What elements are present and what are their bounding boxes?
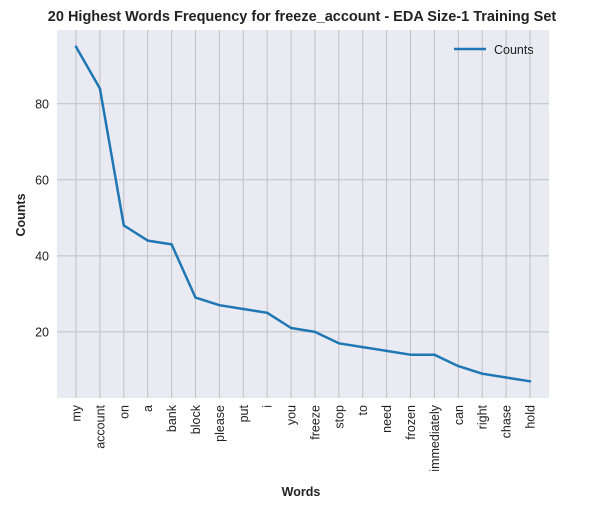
data-point bbox=[528, 380, 532, 383]
x-tick-label: chase bbox=[500, 405, 514, 438]
data-point bbox=[146, 239, 149, 242]
data-point bbox=[481, 372, 484, 375]
data-point bbox=[433, 353, 436, 356]
data-point bbox=[218, 304, 221, 307]
x-tick-label: you bbox=[285, 405, 299, 425]
data-point bbox=[313, 330, 317, 334]
data-point bbox=[122, 224, 125, 227]
x-axis-label: Words bbox=[282, 485, 321, 499]
y-gridlines bbox=[57, 103, 549, 333]
plot-background bbox=[57, 30, 549, 398]
data-point bbox=[504, 376, 508, 379]
x-tick-label: frozen bbox=[404, 405, 418, 440]
legend: Counts bbox=[454, 43, 534, 57]
y-tick-labels: 20 40 60 80 bbox=[35, 97, 49, 339]
x-tick-label: please bbox=[213, 405, 227, 442]
data-point bbox=[265, 311, 269, 315]
data-point bbox=[98, 87, 102, 90]
x-tick-label: my bbox=[70, 404, 84, 421]
x-tick-label: can bbox=[452, 405, 466, 425]
x-tick-label: freeze bbox=[308, 405, 322, 440]
x-tick-labels: my account on a bank block please put i you freeze… bbox=[70, 404, 538, 471]
x-tick-label: i bbox=[261, 405, 275, 408]
x-tick-label: account bbox=[93, 404, 107, 448]
data-point bbox=[170, 243, 173, 246]
legend-label: Counts bbox=[494, 43, 534, 57]
series-line-counts bbox=[74, 45, 532, 383]
chart-title: 20 Highest Words Frequency for freeze_ac… bbox=[48, 9, 557, 25]
x-tick-label: hold bbox=[524, 405, 538, 429]
data-point bbox=[242, 307, 245, 311]
y-axis-label: Counts bbox=[14, 193, 28, 236]
data-point bbox=[457, 364, 460, 368]
x-tick-label: put bbox=[237, 404, 251, 422]
x-tick-label: a bbox=[141, 405, 155, 412]
data-point bbox=[194, 296, 197, 299]
y-tick-label: 60 bbox=[35, 173, 49, 187]
data-point bbox=[74, 45, 78, 48]
x-tick-label: right bbox=[476, 404, 490, 429]
x-tick-label: bank bbox=[165, 404, 179, 432]
data-point bbox=[385, 349, 388, 353]
y-tick-label: 20 bbox=[35, 325, 49, 339]
x-tick-label: to bbox=[356, 405, 370, 415]
x-tick-label: immediately bbox=[428, 404, 442, 471]
x-tick-label: block bbox=[189, 404, 203, 434]
x-tick-label: on bbox=[117, 405, 131, 419]
data-point bbox=[337, 342, 341, 345]
y-tick-label: 80 bbox=[35, 97, 49, 111]
x-tick-label: stop bbox=[332, 405, 346, 429]
x-tick-label: need bbox=[380, 405, 394, 433]
data-point bbox=[409, 353, 412, 356]
data-point bbox=[289, 326, 293, 330]
series-layer bbox=[74, 45, 532, 383]
data-point bbox=[361, 345, 364, 349]
y-tick-label: 40 bbox=[35, 249, 49, 263]
